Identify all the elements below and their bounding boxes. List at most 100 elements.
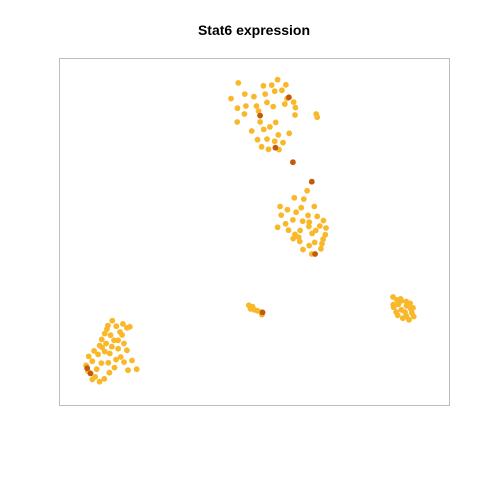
data-point: [109, 343, 115, 350]
data-point: [318, 245, 324, 252]
data-point-high: [257, 112, 263, 119]
data-point: [255, 108, 262, 114]
data-point: [101, 330, 108, 337]
data-point: [290, 217, 296, 223]
data-point: [247, 306, 254, 312]
data-point: [319, 240, 325, 247]
data-point: [98, 360, 105, 366]
data-point-high: [290, 159, 296, 166]
data-point: [268, 82, 275, 88]
data-point: [85, 353, 92, 360]
data-point: [101, 348, 108, 355]
data-point: [290, 235, 297, 242]
data-point: [103, 340, 109, 347]
data-point: [133, 366, 140, 373]
data-point: [113, 323, 120, 330]
data-point: [293, 209, 299, 216]
data-point: [304, 187, 310, 194]
plot-frame: [59, 58, 450, 406]
data-point: [241, 91, 248, 97]
data-point: [115, 337, 121, 344]
data-point: [105, 359, 112, 366]
data-point: [117, 354, 124, 360]
data-point: [291, 194, 298, 201]
data-point: [406, 316, 412, 323]
data-point: [101, 375, 108, 382]
data-point: [298, 204, 305, 211]
data-point: [271, 88, 278, 95]
data-point: [106, 369, 113, 376]
data-point: [98, 336, 105, 343]
data-point: [270, 103, 277, 110]
data-point: [257, 119, 263, 125]
data-point: [243, 103, 249, 109]
data-point: [292, 104, 299, 111]
data-point: [106, 350, 113, 357]
data-point: [272, 119, 279, 126]
data-point: [235, 80, 242, 86]
data-point: [89, 376, 96, 383]
data-point: [111, 337, 117, 344]
data-point: [115, 345, 121, 352]
data-point: [292, 112, 298, 118]
data-point: [286, 130, 293, 137]
data-point: [322, 231, 329, 238]
data-point: [95, 351, 101, 358]
data-point: [306, 242, 313, 249]
data-point-high: [308, 178, 315, 185]
data-point: [314, 213, 321, 220]
data-point: [254, 136, 261, 143]
data-point: [283, 81, 289, 88]
data-point: [314, 114, 321, 121]
data-point: [113, 356, 119, 363]
data-point-high: [87, 370, 94, 377]
data-point: [281, 101, 288, 107]
data-point: [93, 366, 100, 373]
data-point: [120, 321, 126, 327]
data-point: [390, 301, 397, 308]
data-point: [262, 91, 269, 97]
data-point: [306, 219, 313, 226]
data-point: [306, 223, 312, 230]
data-point: [274, 76, 281, 83]
data-point: [129, 357, 135, 364]
data-point: [274, 224, 281, 231]
chart-title: Stat6 expression: [198, 22, 310, 38]
data-point: [299, 218, 306, 225]
data-point: [316, 223, 323, 229]
data-point: [280, 139, 286, 146]
data-point: [279, 87, 285, 94]
points-layer: [83, 76, 417, 385]
data-point: [260, 126, 267, 133]
data-point: [311, 239, 318, 246]
data-point: [282, 220, 289, 227]
data-point: [265, 146, 272, 153]
data-point: [241, 111, 248, 117]
data-point: [312, 227, 319, 234]
data-point: [111, 364, 118, 371]
data-point: [234, 105, 241, 112]
data-point: [410, 305, 416, 311]
data-point: [109, 317, 116, 324]
data-point: [320, 217, 327, 224]
data-point: [107, 332, 114, 339]
data-point: [275, 132, 282, 138]
data-point: [91, 348, 97, 354]
data-point: [99, 344, 105, 351]
data-point: [284, 206, 291, 213]
data-point: [285, 227, 292, 234]
data-point: [258, 143, 265, 150]
data-point: [228, 95, 234, 102]
data-point: [311, 203, 318, 210]
data-point: [300, 196, 307, 203]
data-point: [394, 312, 401, 319]
data-point: [125, 367, 131, 374]
data-point: [248, 128, 255, 134]
data-point: [104, 326, 110, 332]
data-point: [260, 82, 267, 89]
data-point: [117, 329, 123, 335]
data-point: [124, 347, 130, 354]
data-point: [390, 294, 396, 300]
data-point: [96, 378, 103, 385]
data-point: [410, 313, 417, 320]
